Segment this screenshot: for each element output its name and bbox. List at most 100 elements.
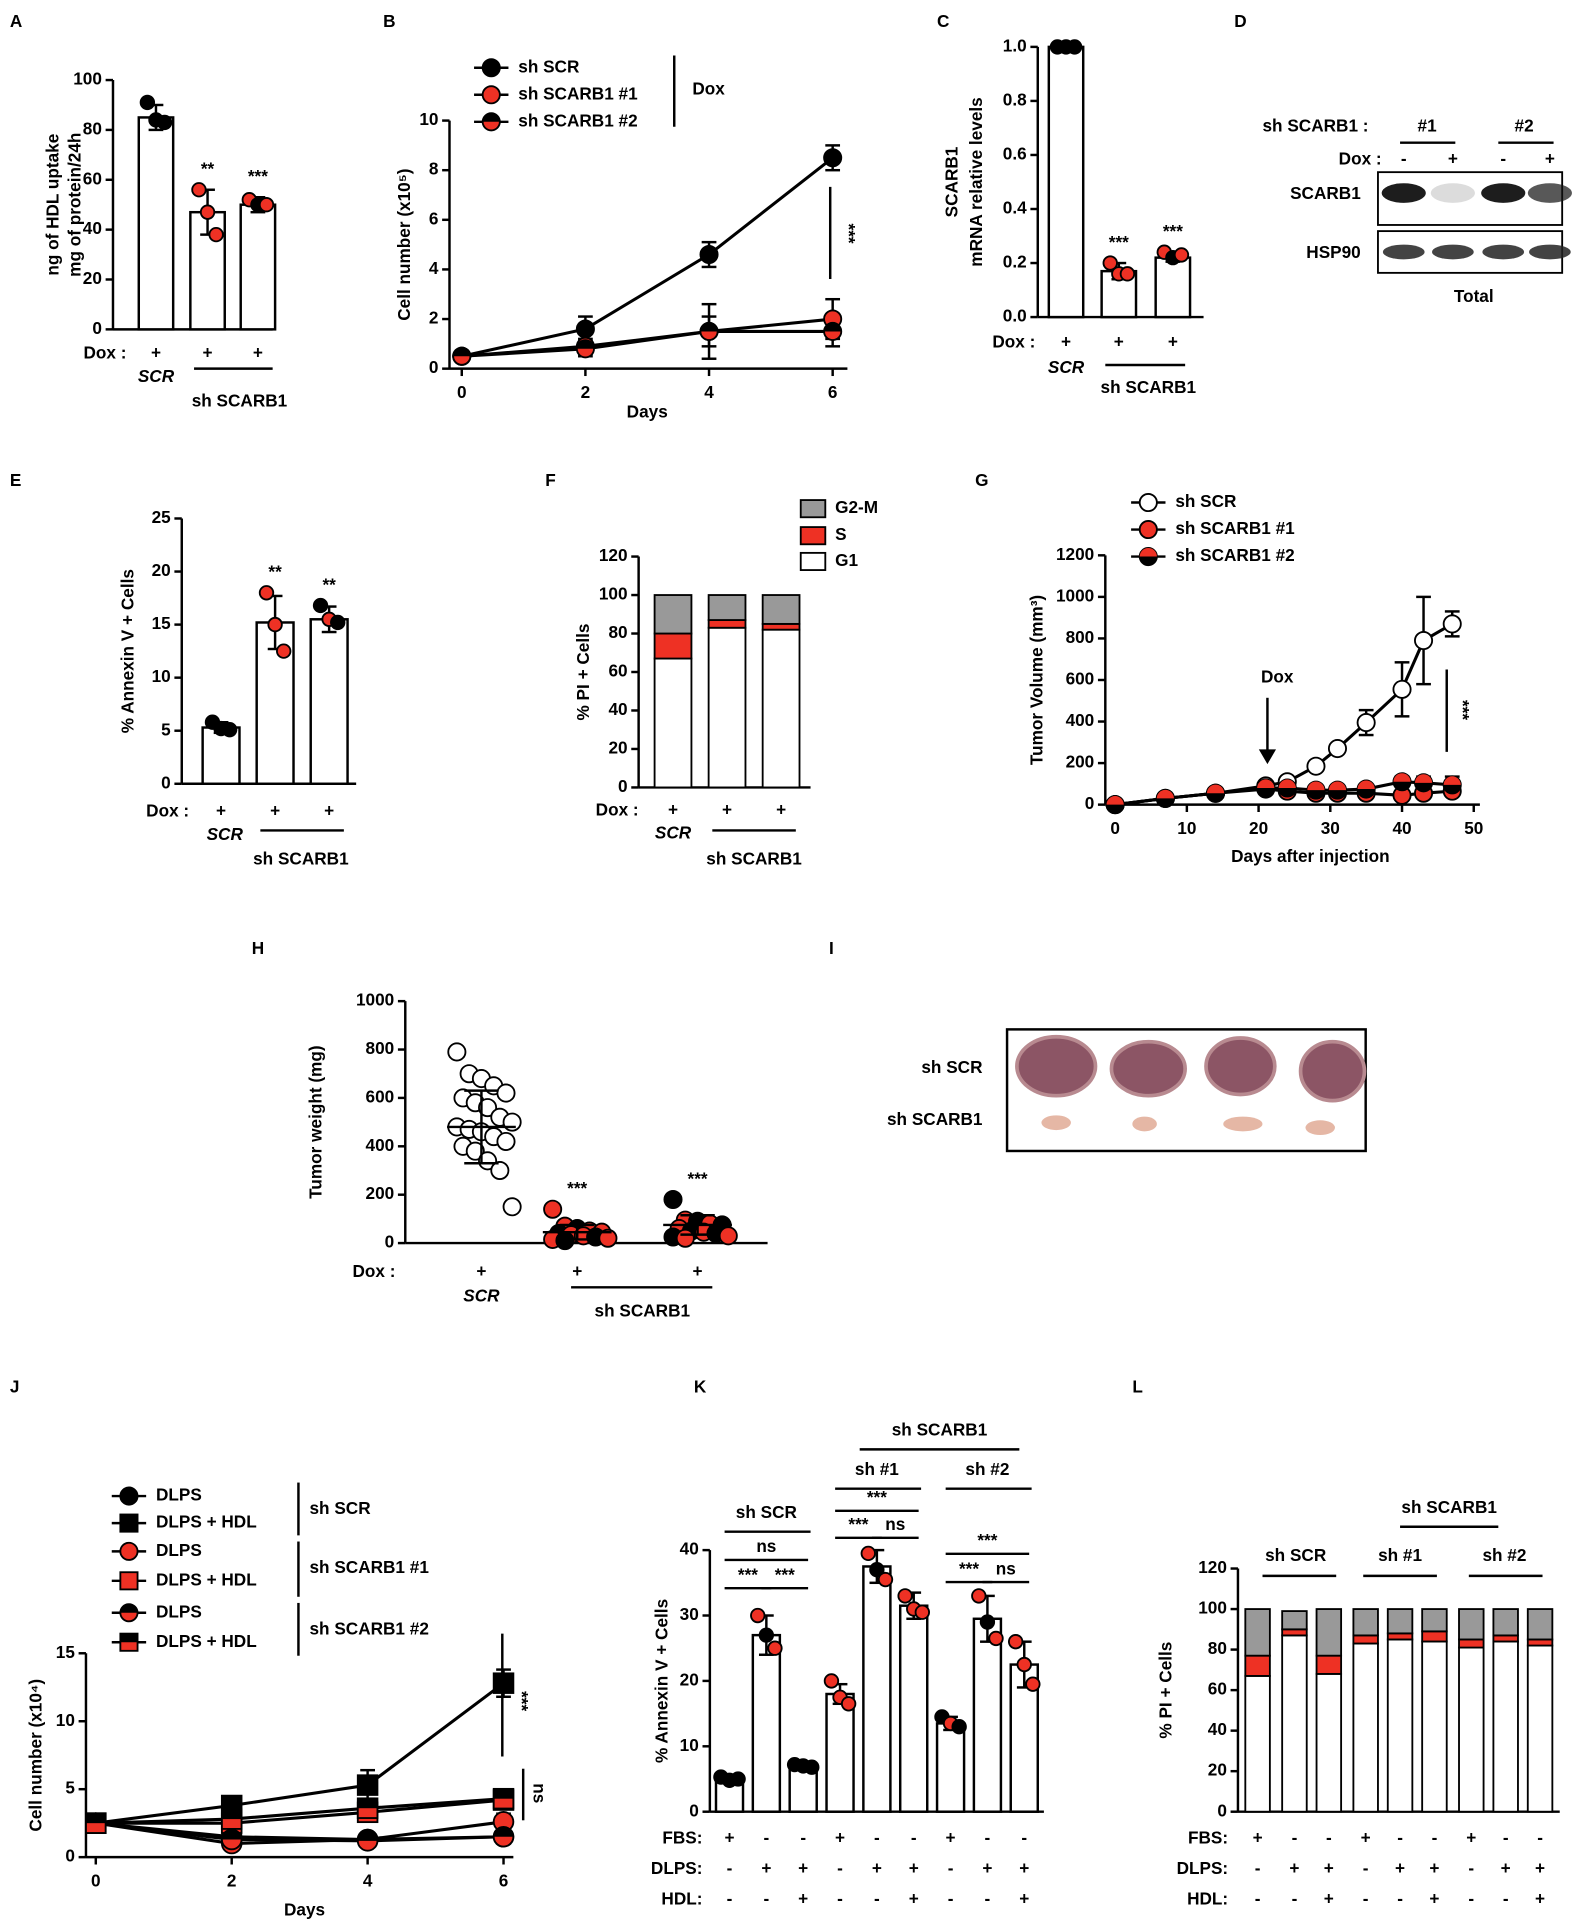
comparison-label: *** — [867, 1487, 887, 1507]
row-mark: - — [1021, 1827, 1027, 1847]
row-mark: + — [693, 1261, 703, 1281]
bar-segment — [1352, 1608, 1379, 1637]
marker-half — [1393, 773, 1411, 782]
row-label: HDL: — [661, 1889, 702, 1909]
y-tick-label: 0.4 — [1003, 198, 1027, 218]
bar — [862, 1565, 892, 1813]
bar-segment — [1526, 1644, 1554, 1813]
row-mark: + — [776, 799, 786, 819]
bar-segment — [1281, 1610, 1308, 1631]
y-tick-label: 80 — [608, 622, 627, 642]
marker-half — [1156, 789, 1174, 799]
row-mark: + — [1324, 1889, 1334, 1909]
y-axis-label: Cell number (x10⁵) — [394, 168, 414, 320]
panel-letter: I — [829, 938, 834, 958]
y-axis-label: Tumor Volume (mm³) — [1026, 595, 1046, 765]
bar — [935, 1722, 966, 1813]
bar-segment — [1281, 1634, 1308, 1813]
row-mark: + — [1168, 331, 1178, 351]
marker-half — [85, 1813, 106, 1824]
row-mark: + — [761, 1858, 771, 1878]
row-mark: - — [800, 1827, 806, 1847]
group-label: sh #2 — [1482, 1545, 1526, 1565]
row-mark: - — [1468, 1858, 1474, 1878]
bar-segment — [1526, 1608, 1554, 1641]
x-tick-label: 30 — [1321, 818, 1340, 838]
bar-segment — [1386, 1608, 1414, 1635]
annotation: *** — [839, 224, 859, 244]
data-point — [1102, 255, 1118, 271]
row-mark: + — [724, 1827, 734, 1847]
marker — [699, 245, 719, 265]
y-tick-label: 600 — [1066, 669, 1095, 689]
legend-label: sh SCR — [1175, 491, 1237, 511]
data-point — [139, 94, 156, 111]
y-axis-label: % Annexin V + Cells — [652, 1599, 672, 1763]
group-label: SCR — [463, 1286, 500, 1306]
bar-segment — [707, 619, 747, 629]
row-mark: - — [1255, 1889, 1261, 1909]
bar-segment — [1421, 1608, 1448, 1633]
series-line — [461, 156, 834, 358]
row-mark: - — [985, 1827, 991, 1847]
y-tick-label: 10 — [56, 1710, 75, 1730]
legend-marker — [119, 1571, 139, 1591]
marker-half — [221, 1809, 242, 1820]
y-tick-label: 0.8 — [1003, 89, 1027, 109]
panel-letter: K — [694, 1377, 707, 1397]
data-point — [465, 1141, 485, 1161]
data-point — [840, 1696, 857, 1712]
legend-label: DLPS + HDL — [156, 1631, 257, 1651]
comparison-label: *** — [738, 1564, 758, 1584]
y-tick-label: 100 — [73, 69, 102, 89]
y-tick-label: 0 — [65, 1846, 75, 1866]
row-mark: - — [948, 1858, 954, 1878]
data-point — [191, 182, 207, 198]
bar-segment — [707, 626, 747, 789]
annotation: *** — [512, 1691, 532, 1711]
data-point — [258, 197, 275, 213]
legend-label: sh SCARB1 #1 — [518, 83, 638, 103]
data-point — [804, 1759, 820, 1775]
row-mark: + — [1253, 1827, 1263, 1847]
bar-segment — [761, 628, 801, 789]
y-tick-label: 0 — [689, 1800, 699, 1820]
row-mark: + — [1466, 1827, 1476, 1847]
row-mark: + — [1535, 1858, 1545, 1878]
y-tick-label: 80 — [1208, 1638, 1227, 1658]
legend-group-label: sh SCARB1 #1 — [309, 1557, 429, 1577]
y-tick-label: 10 — [680, 1735, 699, 1755]
y-axis-label: Tumor weight (mg) — [305, 1045, 325, 1198]
blot-band — [1482, 244, 1525, 260]
legend-label: sh SCARB1 #1 — [1175, 518, 1295, 538]
legend-marker — [119, 1541, 139, 1561]
legend-marker — [481, 58, 501, 78]
row-mark: + — [909, 1889, 919, 1909]
tumor — [1132, 1116, 1157, 1132]
legend-marker-half — [482, 113, 500, 122]
data-point — [598, 1228, 618, 1248]
y-tick-label: 120 — [1198, 1557, 1227, 1577]
blot-dox: + — [1545, 148, 1555, 168]
y-tick-label: 0 — [618, 776, 628, 796]
y-tick-label: 1000 — [356, 990, 394, 1010]
row-mark: + — [798, 1889, 808, 1909]
row-mark: - — [1292, 1827, 1298, 1847]
legend-swatch — [799, 499, 827, 519]
row-mark: + — [872, 1858, 882, 1878]
row-mark: + — [1429, 1889, 1439, 1909]
marker-half — [453, 347, 471, 357]
row-mark: - — [1363, 1858, 1369, 1878]
row-mark: + — [1289, 1858, 1299, 1878]
data-point — [276, 643, 292, 659]
row-mark: + — [572, 1261, 582, 1281]
bar-segment — [653, 657, 693, 789]
photo-row-label: sh SCR — [921, 1057, 983, 1077]
bar-segment — [653, 632, 693, 660]
data-point — [1007, 1633, 1024, 1650]
bar — [972, 1617, 1003, 1813]
group-label: sh SCARB1 — [706, 848, 802, 868]
row-mark: - — [1503, 1827, 1509, 1847]
y-axis-label: SCARB1 — [942, 146, 962, 217]
